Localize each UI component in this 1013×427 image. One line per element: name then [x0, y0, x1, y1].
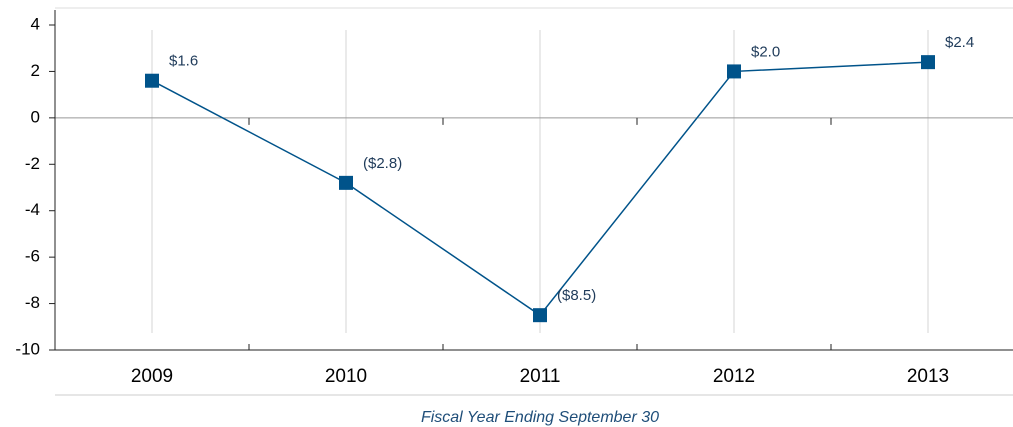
data-label: $2.0: [751, 43, 780, 60]
marker: [921, 55, 935, 70]
marker: [727, 64, 741, 79]
y-tick-label: -8: [25, 293, 40, 312]
data-label: ($8.5): [557, 287, 596, 304]
x-tick-label: 2013: [907, 366, 949, 387]
data-label: $2.4: [945, 34, 974, 51]
marker: [339, 175, 353, 190]
y-tick-label: 2: [31, 61, 40, 80]
x-axis-title: Fiscal Year Ending September 30: [421, 409, 659, 426]
data-label: $1.6: [169, 53, 198, 70]
y-tick-label: -6: [25, 247, 40, 266]
y-tick-label: -10: [15, 339, 40, 358]
y-tick-label: -4: [25, 200, 40, 219]
marker: [533, 308, 547, 323]
x-tick-label: 2010: [325, 366, 367, 387]
y-tick-label: -2: [25, 154, 40, 173]
x-tick-label: 2009: [131, 366, 173, 387]
marker: [145, 73, 159, 88]
x-tick-label: 2012: [713, 366, 755, 387]
x-tick-label: 2011: [520, 366, 561, 387]
y-tick-label: 0: [31, 107, 40, 126]
y-tick-label: 4: [31, 14, 40, 33]
data-label: ($2.8): [363, 155, 402, 172]
